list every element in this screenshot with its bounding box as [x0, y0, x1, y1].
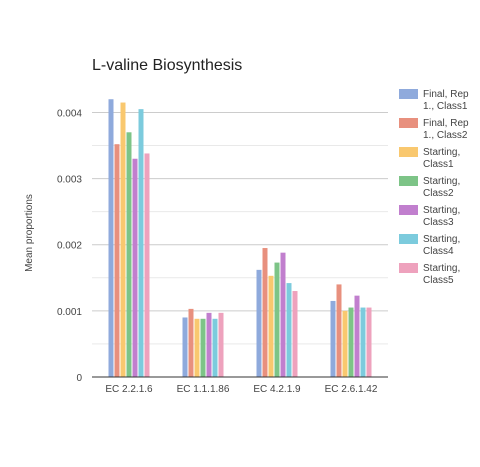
legend-label: Final, Rep: [423, 89, 469, 100]
bar: [256, 269, 262, 377]
bar: [200, 318, 206, 377]
x-tick-label: EC 1.1.1.86: [177, 384, 230, 395]
y-axis-label: Mean proportions: [24, 194, 35, 272]
bar: [132, 158, 138, 377]
legend-label: Starting,: [423, 147, 460, 158]
legend-label: Starting,: [423, 176, 460, 187]
y-axis-ticks: 0 0.001 0.002 0.003 0.004: [57, 108, 82, 384]
legend-label: Starting,: [423, 263, 460, 274]
bar: [182, 317, 188, 377]
bar: [268, 275, 274, 377]
bar: [280, 252, 286, 377]
bar: [126, 132, 132, 377]
legend-label: Class2: [423, 188, 454, 199]
x-tick-label: EC 2.6.1.42: [325, 384, 378, 395]
x-axis-ticks: EC 2.2.1.6 EC 1.1.1.86 EC 4.2.1.9 EC 2.6.1.…: [105, 384, 377, 395]
bar: [360, 307, 366, 377]
bar: [274, 262, 280, 377]
x-tick-label: EC 2.2.1.6: [105, 384, 153, 395]
y-tick-label: 0.002: [57, 241, 82, 252]
y-tick-label: 0.003: [57, 175, 82, 186]
legend-label: 1., Class1: [423, 101, 468, 112]
bar: [138, 109, 144, 377]
bar: [218, 312, 224, 377]
legend-label: 1., Class2: [423, 130, 468, 141]
legend-swatch: [399, 234, 418, 244]
legend-label: Class3: [423, 217, 454, 228]
bar: [292, 291, 298, 377]
legend-label: Class5: [423, 275, 454, 286]
legend-label: Class1: [423, 159, 454, 170]
bar: [206, 312, 212, 377]
bar: [144, 153, 150, 377]
bar: [336, 284, 342, 377]
legend-label: Starting,: [423, 234, 460, 245]
legend-swatch: [399, 147, 418, 157]
bar: [330, 300, 336, 377]
bar: [114, 144, 120, 377]
bar: [212, 318, 218, 377]
legend-swatch: [399, 118, 418, 128]
bar: [366, 307, 372, 377]
y-tick-label: 0.004: [57, 108, 82, 119]
bar: [108, 99, 114, 378]
bar: [120, 102, 126, 377]
legend-label: Class4: [423, 246, 454, 257]
legend-swatch: [399, 263, 418, 273]
bar: [286, 283, 292, 377]
legend-swatch: [399, 176, 418, 186]
legend-label: Final, Rep: [423, 118, 469, 129]
bar: [342, 310, 348, 377]
chart-title: L-valine Biosynthesis: [92, 57, 242, 74]
y-tick-label: 0: [76, 373, 82, 384]
bar: [188, 308, 194, 377]
legend-swatch: [399, 89, 418, 99]
x-tick-label: EC 4.2.1.9: [253, 384, 301, 395]
legend-swatch: [399, 205, 418, 215]
bar: [354, 295, 360, 377]
bar: [348, 307, 354, 377]
y-tick-label: 0.001: [57, 307, 82, 318]
bar: [262, 248, 268, 377]
legend-label: Starting,: [423, 205, 460, 216]
bar: [194, 318, 200, 377]
bars: [108, 99, 372, 378]
